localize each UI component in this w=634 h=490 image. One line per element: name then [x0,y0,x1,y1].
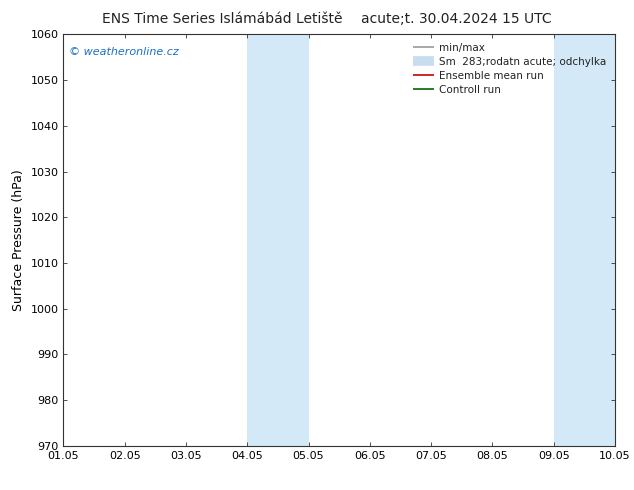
Legend: min/max, Sm  283;rodatn acute; odchylka, Ensemble mean run, Controll run: min/max, Sm 283;rodatn acute; odchylka, … [410,40,610,98]
Bar [278,34,309,446]
Text: acute;t. 30.04.2024 15 UTC: acute;t. 30.04.2024 15 UTC [361,12,552,26]
Text: © weatheronline.cz: © weatheronline.cz [69,47,179,57]
Bar [247,34,278,446]
Text: ENS Time Series Islámábád Letiště: ENS Time Series Islámábád Letiště [101,12,342,26]
Bar [553,34,585,446]
Bar [585,34,615,446]
Y-axis label: Surface Pressure (hPa): Surface Pressure (hPa) [12,169,25,311]
